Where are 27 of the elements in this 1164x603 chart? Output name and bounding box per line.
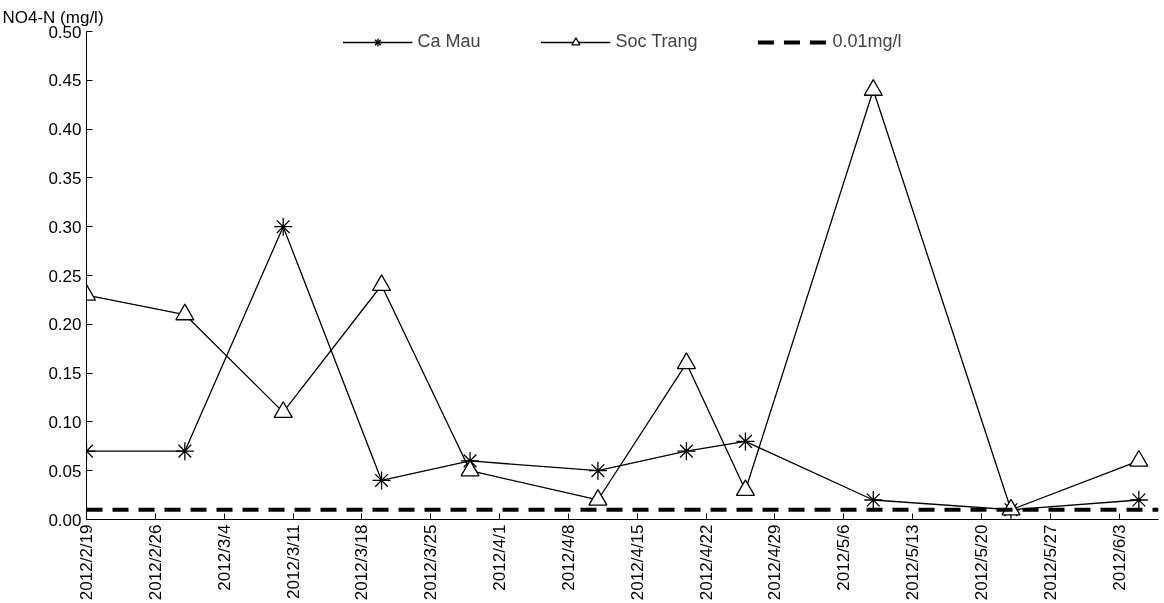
x-tick-label: 2012/4/1 [490, 524, 510, 591]
x-tick-label: 2012/4/22 [696, 524, 716, 601]
y-tick-label: 0.20 [48, 315, 82, 335]
x-tick-label: 2012/3/11 [283, 524, 303, 599]
y-tick-label: 0.15 [48, 364, 82, 384]
x-tick-label: 2012/4/15 [627, 524, 647, 601]
x-tick-label: 2012/4/29 [765, 524, 785, 601]
x-tick-label: 2012/4/8 [558, 524, 578, 591]
x-tick-label: 2012/5/27 [1040, 524, 1060, 601]
x-tick-label: 2012/2/26 [145, 524, 165, 601]
legend-label: 0.01mg/l [832, 31, 902, 52]
y-tick-label: 0.10 [48, 412, 82, 432]
x-tick-label: 2012/6/3 [1109, 524, 1129, 591]
x-tick-label: 2012/5/20 [971, 524, 991, 601]
x-tick-label: 2012/5/13 [903, 524, 923, 601]
y-tick-label: 0.45 [48, 71, 82, 91]
legend-label: Soc Trang [615, 31, 698, 52]
y-tick-label: 0.30 [48, 217, 82, 237]
x-tick-label: 2012/3/25 [421, 524, 441, 601]
y-tick-label: 0.25 [48, 266, 82, 286]
x-tick-label: 2012/5/6 [834, 524, 854, 591]
x-tick-label: 2012/3/18 [352, 524, 372, 601]
y-tick-label: 0.40 [48, 120, 82, 140]
y-tick-label: 0.35 [48, 168, 82, 188]
legend-label: Ca Mau [417, 31, 481, 52]
y-tick-label: 0.05 [48, 461, 82, 481]
x-tick-label: 2012/3/4 [214, 524, 234, 591]
